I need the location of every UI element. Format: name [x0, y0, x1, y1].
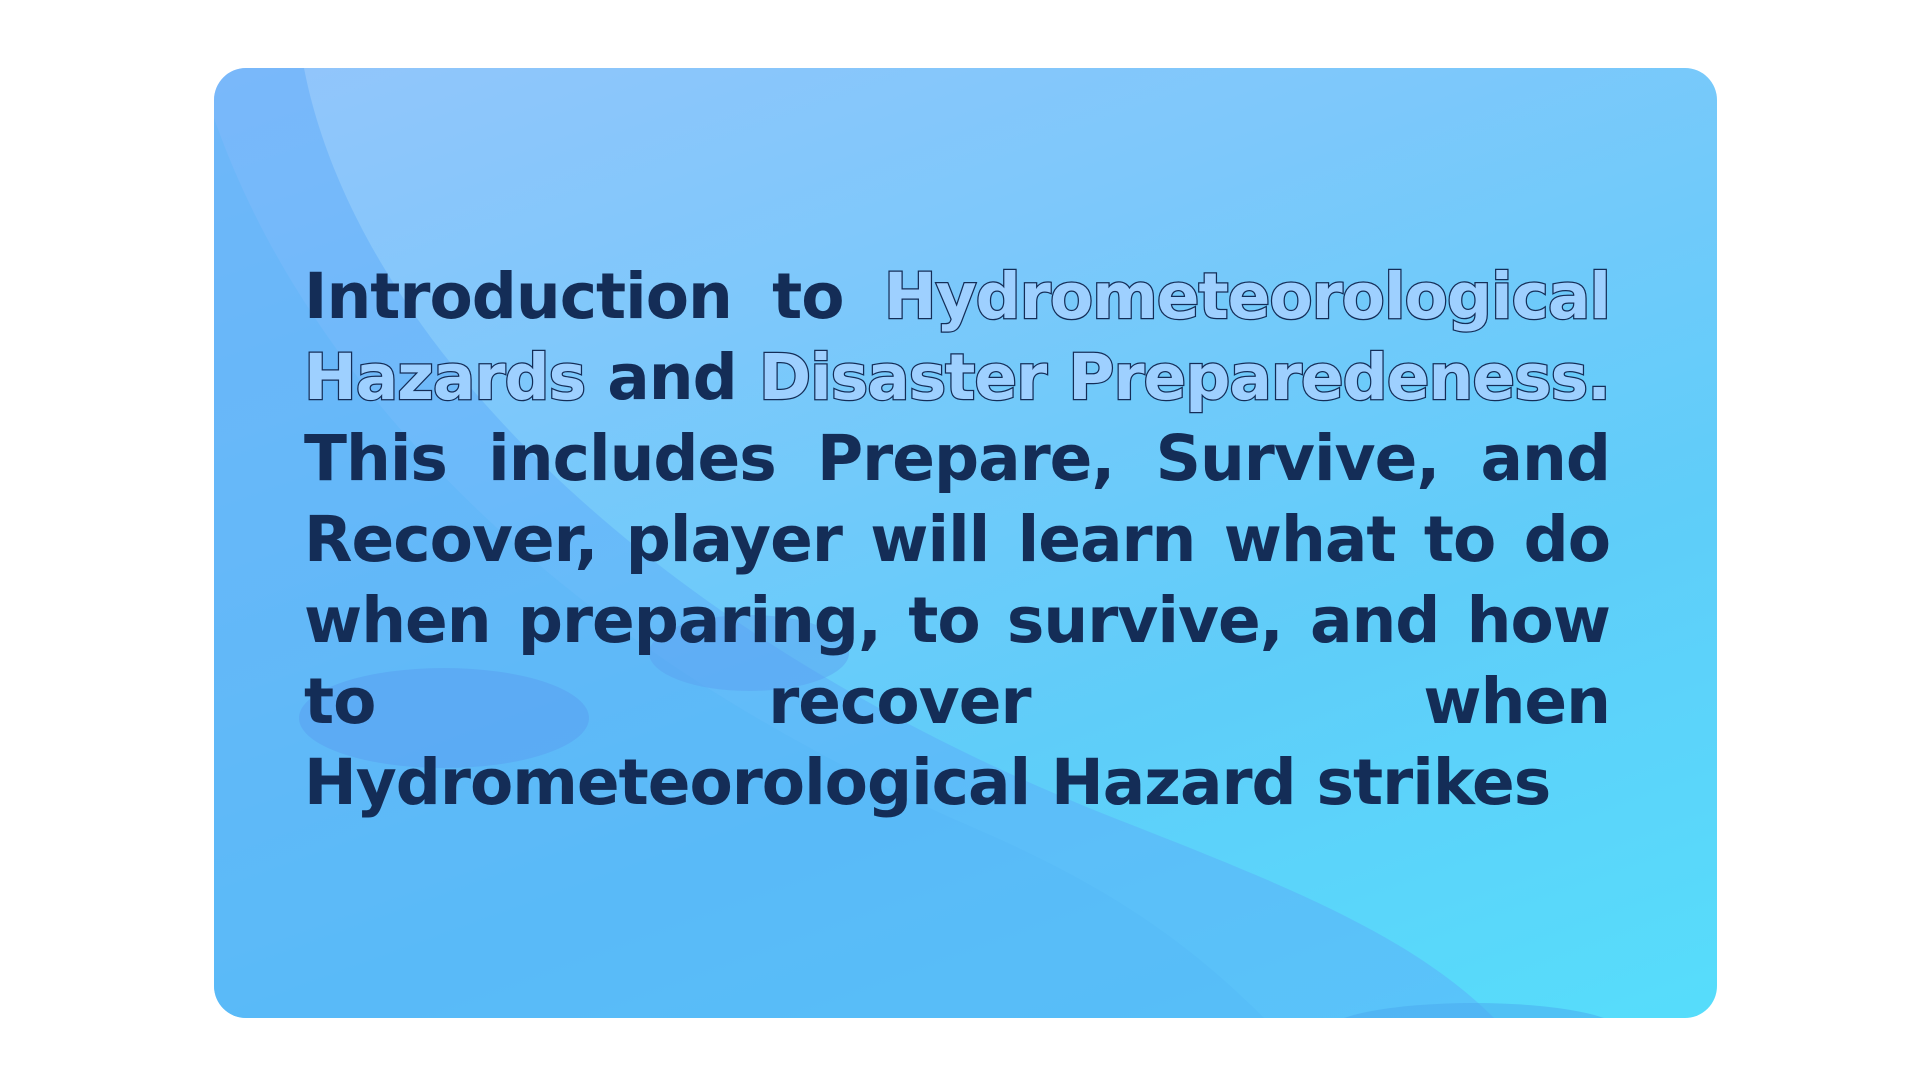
intro-paragraph: Introduction to Hydrometeorological Haza… — [303, 256, 1613, 823]
intro-lead: Introduction to — [304, 260, 845, 333]
background-blob-3 — [1344, 1003, 1604, 1018]
intro-card: Introduction to Hydrometeorological Haza… — [214, 68, 1717, 1018]
background-blob-1 — [299, 668, 589, 768]
card-background-shapes — [214, 68, 1604, 1018]
highlight-disaster-preparedness: Disaster Preparedeness. — [758, 340, 1613, 416]
background-blob-2 — [649, 615, 849, 691]
background-wave-inner — [214, 118, 1264, 1018]
intro-body: This includes Prepare, Survive, and Reco… — [304, 422, 1611, 819]
highlight-hydrometeorological-hazards: Hydrometeorological Hazards — [303, 259, 1613, 416]
background-wave-left — [214, 68, 1494, 1018]
intro-connector: and — [607, 341, 737, 414]
